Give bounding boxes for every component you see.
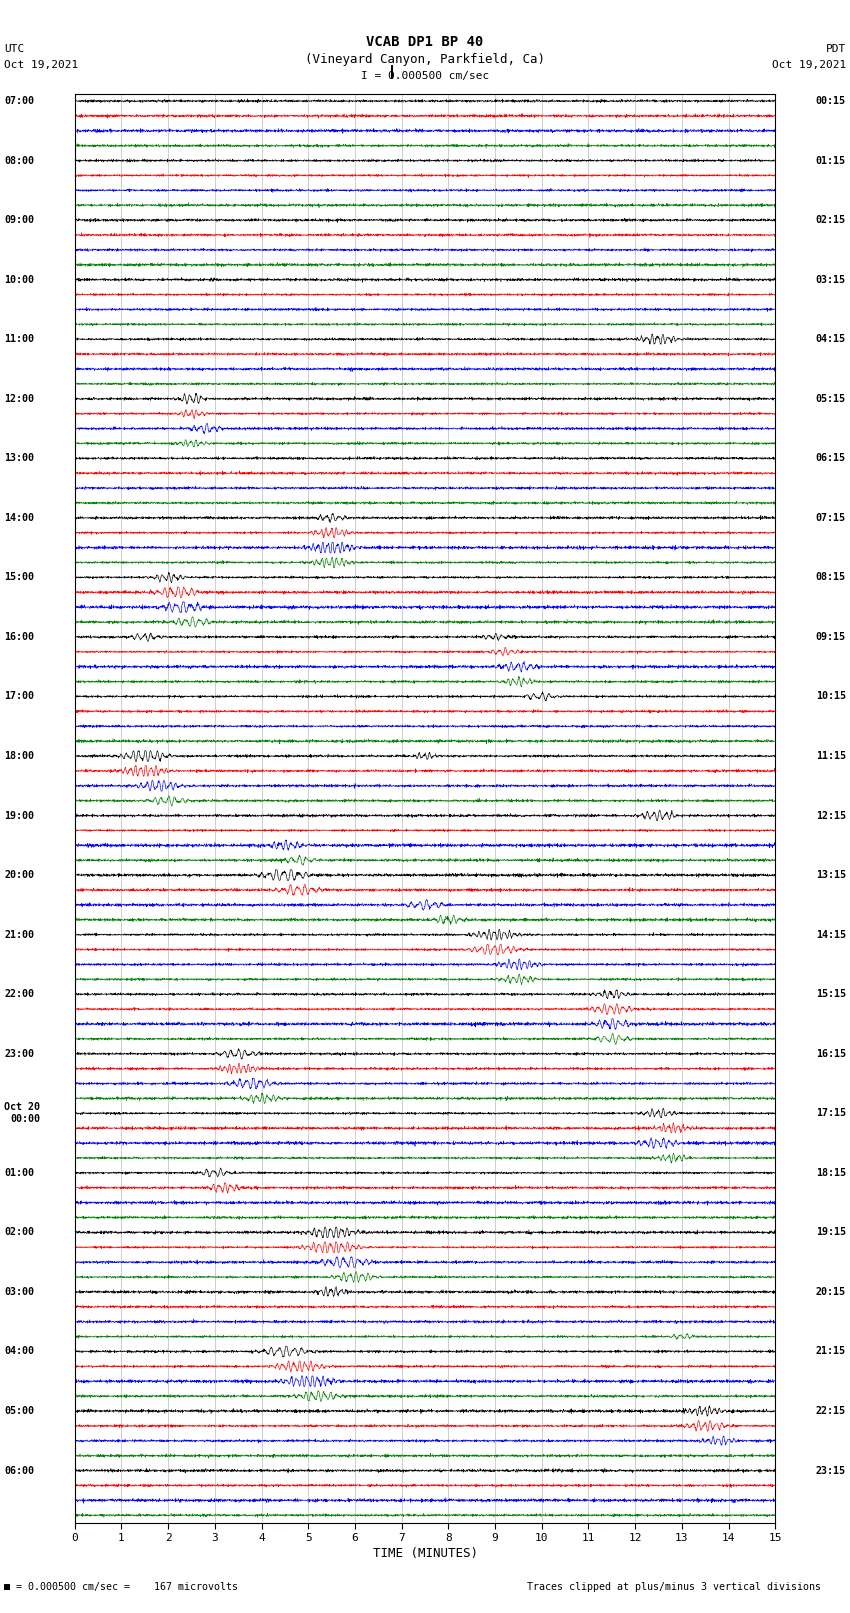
Text: 05:15: 05:15	[816, 394, 846, 403]
Text: 01:15: 01:15	[816, 155, 846, 166]
Text: VCAB DP1 BP 40: VCAB DP1 BP 40	[366, 35, 484, 50]
Text: (Vineyard Canyon, Parkfield, Ca): (Vineyard Canyon, Parkfield, Ca)	[305, 53, 545, 66]
Text: 09:15: 09:15	[816, 632, 846, 642]
Text: 10:15: 10:15	[816, 692, 846, 702]
Text: 11:15: 11:15	[816, 752, 846, 761]
Text: 21:00: 21:00	[4, 929, 34, 940]
Text: 09:00: 09:00	[4, 215, 34, 226]
Text: 16:15: 16:15	[816, 1048, 846, 1058]
Text: Oct 20
00:00: Oct 20 00:00	[4, 1103, 40, 1124]
Text: 04:00: 04:00	[4, 1347, 34, 1357]
Text: 07:15: 07:15	[816, 513, 846, 523]
Text: 06:00: 06:00	[4, 1466, 34, 1476]
Text: 23:15: 23:15	[816, 1466, 846, 1476]
Text: 15:00: 15:00	[4, 573, 34, 582]
Text: 17:15: 17:15	[816, 1108, 846, 1118]
Text: 04:15: 04:15	[816, 334, 846, 344]
Text: ■ = 0.000500 cm/sec =    167 microvolts: ■ = 0.000500 cm/sec = 167 microvolts	[4, 1582, 238, 1592]
Text: 06:15: 06:15	[816, 453, 846, 463]
Text: UTC: UTC	[4, 44, 25, 53]
Text: 22:15: 22:15	[816, 1407, 846, 1416]
Text: 14:00: 14:00	[4, 513, 34, 523]
Text: 20:00: 20:00	[4, 869, 34, 881]
Text: 08:00: 08:00	[4, 155, 34, 166]
Text: 03:15: 03:15	[816, 274, 846, 284]
Text: 02:15: 02:15	[816, 215, 846, 226]
Text: 01:00: 01:00	[4, 1168, 34, 1177]
Text: Traces clipped at plus/minus 3 vertical divisions: Traces clipped at plus/minus 3 vertical …	[527, 1582, 821, 1592]
Text: 12:15: 12:15	[816, 811, 846, 821]
Text: 07:00: 07:00	[4, 97, 34, 106]
Text: 16:00: 16:00	[4, 632, 34, 642]
Text: 20:15: 20:15	[816, 1287, 846, 1297]
Text: Oct 19,2021: Oct 19,2021	[4, 60, 78, 69]
X-axis label: TIME (MINUTES): TIME (MINUTES)	[372, 1547, 478, 1560]
Text: 03:00: 03:00	[4, 1287, 34, 1297]
Text: PDT: PDT	[825, 44, 846, 53]
Text: 19:15: 19:15	[816, 1227, 846, 1237]
Text: 02:00: 02:00	[4, 1227, 34, 1237]
Text: 18:15: 18:15	[816, 1168, 846, 1177]
Text: 22:00: 22:00	[4, 989, 34, 998]
Text: 05:00: 05:00	[4, 1407, 34, 1416]
Text: 21:15: 21:15	[816, 1347, 846, 1357]
Text: I = 0.000500 cm/sec: I = 0.000500 cm/sec	[361, 71, 489, 81]
Text: 19:00: 19:00	[4, 811, 34, 821]
Text: 08:15: 08:15	[816, 573, 846, 582]
Text: 00:15: 00:15	[816, 97, 846, 106]
Text: 13:00: 13:00	[4, 453, 34, 463]
Text: 10:00: 10:00	[4, 274, 34, 284]
Text: 12:00: 12:00	[4, 394, 34, 403]
Text: 14:15: 14:15	[816, 929, 846, 940]
Text: 18:00: 18:00	[4, 752, 34, 761]
Text: 11:00: 11:00	[4, 334, 34, 344]
Text: 23:00: 23:00	[4, 1048, 34, 1058]
Text: 17:00: 17:00	[4, 692, 34, 702]
Text: 15:15: 15:15	[816, 989, 846, 998]
Text: Oct 19,2021: Oct 19,2021	[772, 60, 846, 69]
Text: 13:15: 13:15	[816, 869, 846, 881]
